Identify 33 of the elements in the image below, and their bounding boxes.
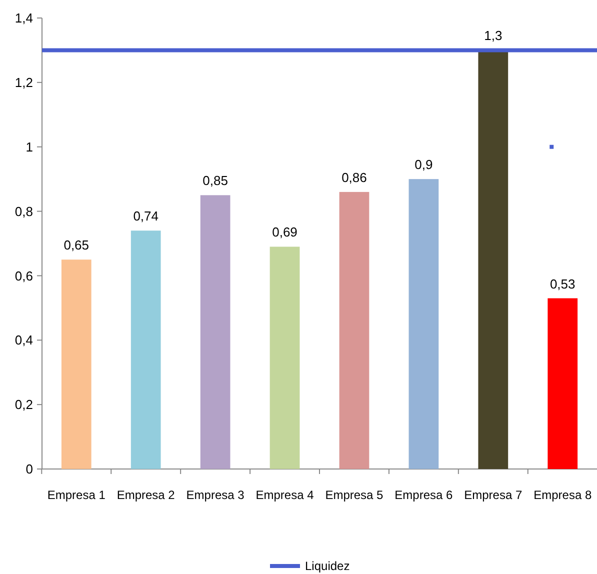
data-label: 0,53: [550, 276, 576, 292]
y-tick-label: 0: [26, 462, 33, 477]
data-label: 0,65: [64, 238, 90, 253]
data-label: 0,85: [202, 173, 228, 188]
y-tick-label: 1: [26, 139, 33, 154]
bar: [548, 298, 578, 469]
x-tick-label: Empresa 3: [186, 488, 245, 502]
y-tick-label: 0,2: [14, 397, 33, 412]
bar: [408, 179, 439, 469]
y-tick-label: 0,8: [14, 204, 33, 219]
y-tick-label: 0,4: [14, 332, 33, 348]
legend-label: Liquidez: [305, 559, 350, 574]
bar: [478, 50, 508, 469]
x-tick-label: Empresa 8: [534, 488, 592, 502]
bar: [270, 246, 300, 469]
x-tick-label: Empresa 2: [116, 488, 176, 502]
x-tick-label: Empresa 1: [47, 488, 106, 502]
x-tick-label: Empresa 5: [325, 488, 384, 502]
data-label: 0,86: [342, 170, 367, 185]
bar: [61, 260, 92, 469]
x-tick-label: Empresa 7: [464, 488, 522, 502]
y-tick-label: 1,4: [14, 10, 33, 26]
data-label: 0,69: [272, 224, 298, 240]
y-tick-label: 1,2: [14, 74, 33, 90]
x-tick-label: Empresa 4: [256, 488, 314, 502]
x-tick-label: Empresa 6: [394, 488, 454, 502]
data-label: 0,74: [133, 208, 158, 224]
y-tick-label: 0,6: [14, 268, 33, 284]
data-label: 0,9: [414, 157, 433, 172]
data-label: 1,3: [484, 28, 502, 44]
bar: [200, 195, 230, 469]
bar: [130, 230, 161, 469]
bar: [339, 192, 370, 469]
